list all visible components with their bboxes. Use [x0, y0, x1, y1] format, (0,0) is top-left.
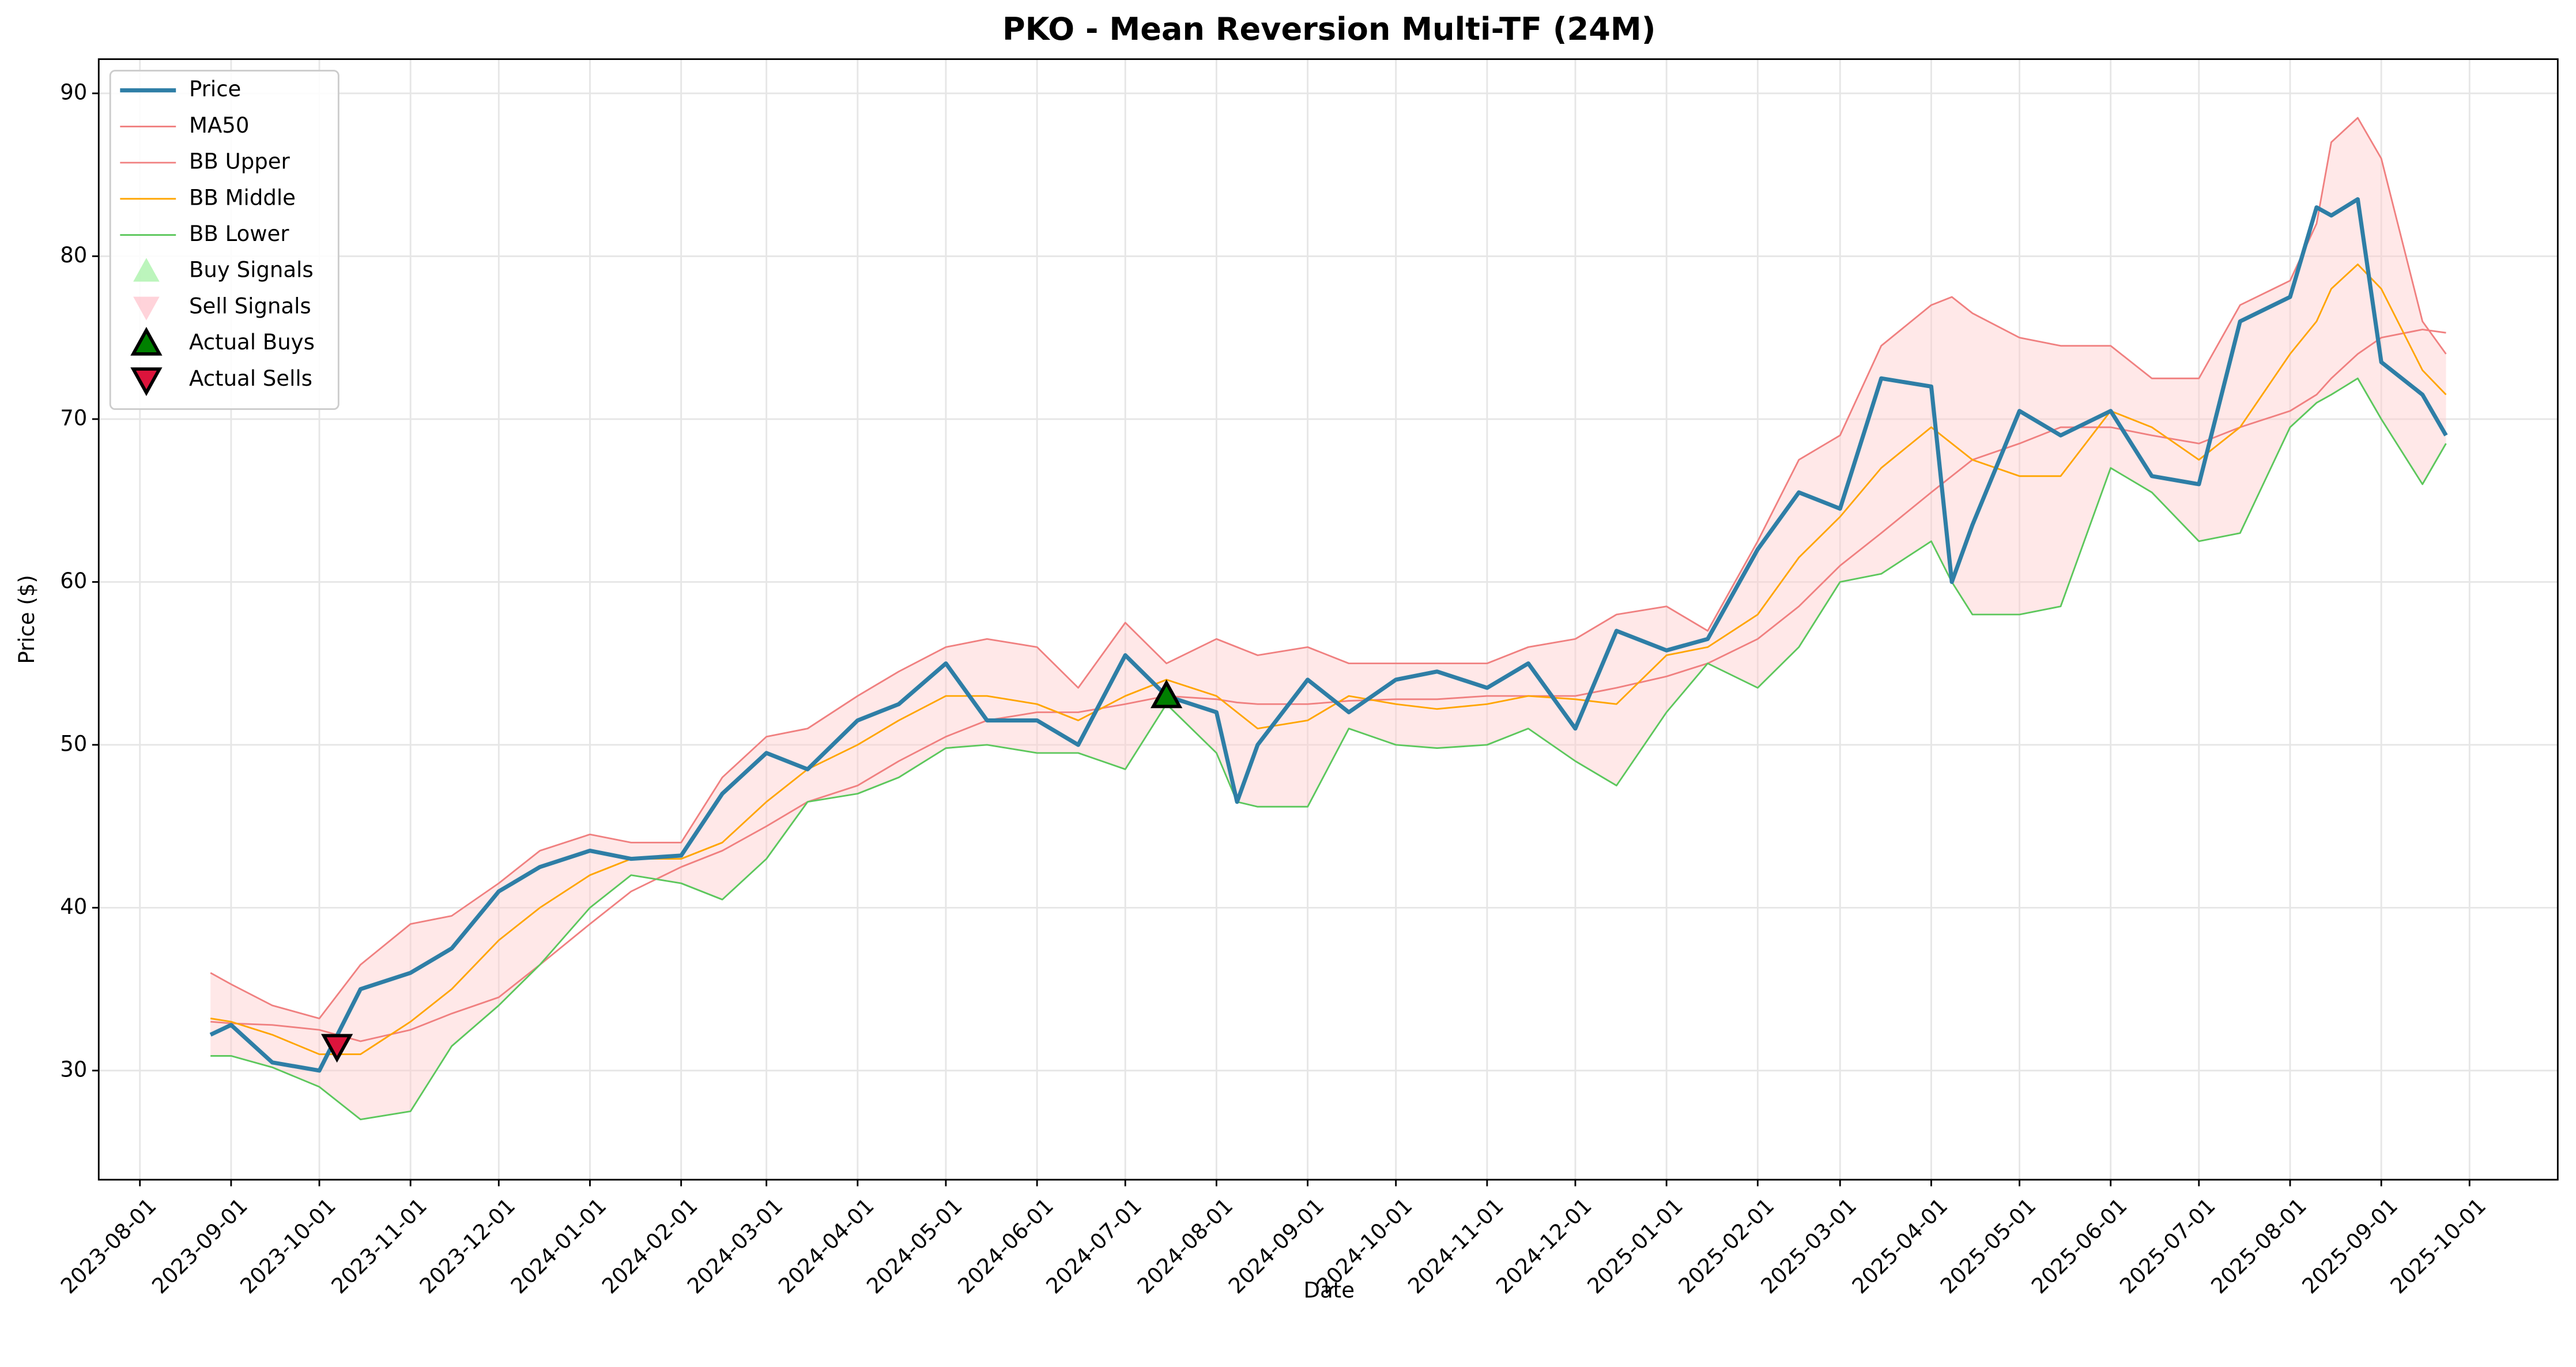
legend-swatch [133, 296, 160, 321]
y-tick-label: 50 [60, 731, 87, 756]
legend-label: BB Upper [189, 149, 290, 174]
y-axis-label: Price ($) [14, 575, 39, 664]
y-tick-label: 80 [60, 243, 87, 268]
legend-label: MA50 [189, 113, 249, 138]
signal-marker [320, 1034, 353, 1063]
y-tick-label: 40 [60, 894, 87, 919]
signal-marker [1151, 679, 1183, 709]
legend-label: BB Middle [189, 185, 296, 210]
series-line [210, 263, 2447, 1056]
y-tick-label: 90 [60, 80, 87, 104]
y-tick-label: 60 [60, 568, 87, 593]
legend-box [109, 70, 340, 411]
series-line [210, 116, 2447, 1019]
legend-swatch [130, 367, 163, 396]
series-line [209, 197, 2448, 1073]
plot-frame [97, 58, 2559, 1181]
legend: Price MA50 BB Upper BB Middle BB Lower Buy Si… [109, 70, 340, 411]
legend-label: Buy Signals [189, 258, 314, 283]
legend-label: Actual Sells [189, 366, 312, 391]
legend-label: Actual Buys [189, 330, 315, 355]
legend-label: Price [189, 77, 241, 101]
legend-label: BB Lower [189, 221, 289, 246]
y-tick-label: 70 [60, 405, 87, 430]
legend-swatch [130, 326, 163, 356]
x-axis-label: Date [1303, 1278, 1355, 1302]
y-tick-label: 30 [60, 1057, 87, 1082]
bb-band-fill [210, 118, 2446, 1120]
legend-label: Sell Signals [189, 293, 311, 318]
series-line [210, 377, 2447, 1121]
legend-swatch [133, 258, 160, 282]
chart-title: PKO - Mean Reversion Multi-TF (24M) [1002, 11, 1655, 47]
